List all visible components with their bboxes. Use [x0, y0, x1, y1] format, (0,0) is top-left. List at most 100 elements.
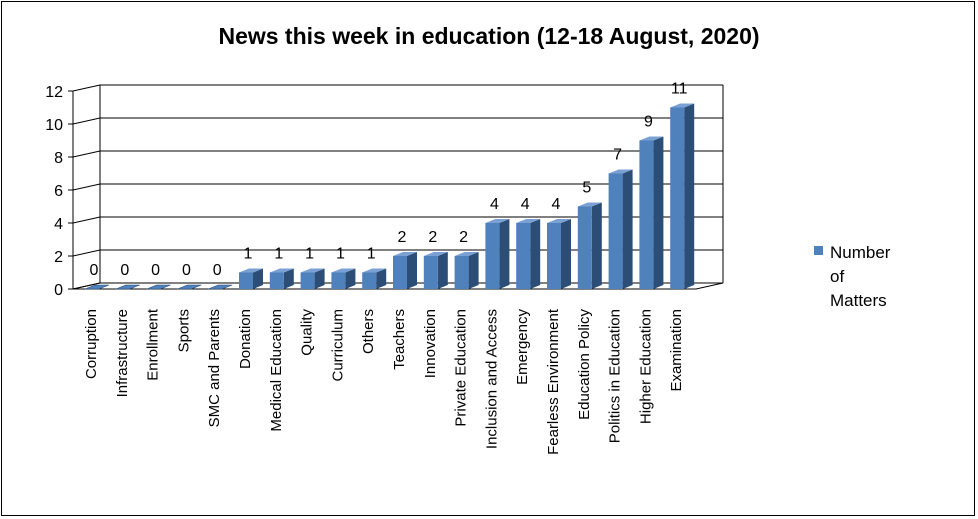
bar-side	[561, 219, 571, 289]
bar-side	[283, 268, 294, 289]
bar-side	[530, 219, 541, 289]
bar-side	[622, 169, 633, 289]
data-label: 1	[274, 246, 283, 263]
bar	[423, 252, 448, 289]
bar-front	[670, 107, 685, 289]
gridline-depth	[72, 84, 101, 92]
gridline-depth	[72, 249, 101, 257]
data-label: 2	[428, 229, 437, 246]
bar-side	[407, 252, 417, 289]
data-label: 2	[459, 229, 468, 246]
bar-front	[423, 256, 438, 289]
bar	[239, 268, 263, 289]
bar-top	[516, 219, 541, 223]
bar	[547, 219, 571, 289]
category-label: Curriculum	[329, 309, 346, 382]
bar	[393, 252, 417, 289]
data-label: 1	[336, 246, 345, 263]
bar	[670, 103, 695, 289]
bar-top	[670, 103, 695, 108]
bar	[608, 169, 633, 289]
bar-side	[314, 268, 325, 289]
category-label: Private Education	[453, 309, 470, 427]
bar-side	[653, 136, 664, 289]
bar-top	[547, 219, 571, 223]
category-label: Innovation	[422, 309, 439, 378]
bar-top	[362, 268, 387, 273]
bar-top	[239, 268, 263, 273]
bar-front	[331, 272, 346, 289]
data-label: 0	[213, 262, 222, 279]
bar-front	[362, 272, 377, 289]
data-label: 2	[398, 229, 407, 246]
data-label: 1	[305, 246, 314, 263]
bar-front	[608, 173, 623, 289]
legend-label: of	[830, 267, 844, 286]
bar-front	[454, 256, 469, 289]
bar	[516, 219, 541, 289]
data-label: 0	[182, 262, 191, 279]
bar	[208, 284, 233, 290]
bar-side	[253, 268, 263, 289]
bar-front	[639, 140, 654, 289]
data-label: 0	[151, 262, 160, 279]
bar-front	[516, 223, 531, 289]
category-label: Fearless Environment	[545, 308, 562, 455]
bar-top	[393, 252, 417, 256]
gridline-depth	[72, 183, 101, 191]
category-label: Medical Education	[268, 309, 285, 432]
chart-title: News this week in education (12-18 Augus…	[218, 23, 759, 49]
category-label: Sports	[175, 309, 192, 352]
category-label: Emergency	[514, 309, 531, 385]
legend-label: Number	[830, 243, 891, 262]
bar-front	[300, 272, 315, 289]
bar-flat	[84, 284, 110, 290]
data-label: 5	[582, 180, 591, 197]
bar-front	[485, 223, 500, 289]
bar	[362, 268, 387, 289]
bar-front	[577, 206, 592, 289]
category-label: Higher Education	[637, 309, 654, 424]
bar	[177, 284, 202, 290]
bar-top	[639, 136, 664, 141]
gridline-depth	[72, 117, 101, 125]
bar-flat	[146, 284, 171, 290]
gridline-depth	[72, 216, 101, 224]
bar-front	[393, 256, 407, 289]
data-label: 1	[367, 246, 376, 263]
y-tick-label: 12	[45, 84, 63, 101]
legend-label: Matters	[830, 291, 887, 310]
bar	[84, 284, 110, 290]
bar	[485, 219, 510, 289]
category-label: Infrastructure	[114, 309, 131, 397]
bar-top	[269, 268, 294, 273]
category-label: Teachers	[391, 309, 408, 370]
bar-top	[331, 268, 356, 273]
bar	[146, 284, 171, 290]
category-label: Inclusion and Access	[483, 309, 500, 449]
category-label: SMC and Parents	[206, 309, 223, 427]
y-tick-label: 2	[54, 249, 63, 266]
bar	[577, 202, 602, 289]
bar-top	[423, 252, 448, 256]
category-label: Quality	[299, 309, 316, 356]
legend-swatch	[814, 246, 823, 255]
category-label: Enrollment	[145, 308, 162, 381]
bar-flat	[208, 284, 233, 290]
y-tick-label: 10	[45, 117, 63, 134]
bar	[300, 268, 325, 289]
bar-top	[300, 268, 325, 273]
category-label: Politics in Education	[607, 309, 624, 443]
data-label: 4	[490, 196, 499, 213]
bar-top	[485, 219, 510, 223]
data-label: 0	[90, 262, 99, 279]
bar-top	[454, 252, 479, 256]
bar-front	[547, 223, 561, 289]
bar-front	[269, 272, 284, 289]
gridline-depth	[72, 150, 101, 158]
bar-side	[437, 252, 448, 289]
bar	[639, 136, 664, 289]
bar	[269, 268, 294, 289]
